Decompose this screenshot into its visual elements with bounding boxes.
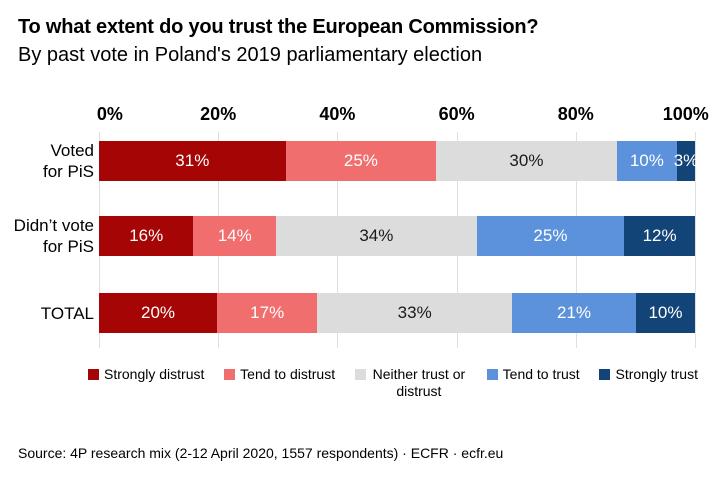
gridline [695, 132, 696, 348]
bar-segment: 31% [99, 141, 286, 181]
legend: Strongly distrust Tend to distrust Neither… [88, 366, 698, 400]
bar-value-label: 20% [140, 303, 176, 322]
bar-segment: 10% [616, 141, 677, 181]
row-label-line: TOTAL [40, 304, 94, 323]
x-axis-tick: 40% [319, 104, 356, 124]
x-axis-tick: 0% [96, 104, 123, 124]
row-label-line: Didn’t vote [13, 216, 94, 235]
bar-segment: 34% [276, 216, 477, 256]
bar-segment: 25% [285, 141, 437, 181]
row-label: Voted for PiS [0, 140, 94, 182]
bar-value-label: 34% [359, 226, 394, 245]
x-axis-tick: 100% [662, 104, 709, 124]
source-note: Source: 4P research mix (2-12 April 2020… [18, 445, 504, 461]
legend-swatch [354, 369, 366, 380]
legend-item: Strongly trust [599, 366, 698, 383]
bar-value-label: 25% [343, 151, 378, 170]
row-label-line: Voted [50, 141, 95, 160]
bar-value-label: 3% [673, 151, 699, 170]
bar-value-label: 17% [250, 303, 285, 322]
bar-segment: 20% [99, 293, 218, 333]
bar-segment: 12% [624, 216, 696, 256]
chart-title: To what extent do you trust the European… [18, 16, 539, 38]
legend-swatch [88, 369, 99, 380]
bar-segment: 30% [436, 141, 617, 181]
x-axis-tick: 80% [557, 104, 594, 124]
legend-label: Tend to distrust [240, 366, 336, 382]
legend-label: Strongly trust [615, 366, 698, 382]
legend-swatch [599, 369, 611, 380]
x-axis: 0% 20% 40% 60% 80% 100% [96, 104, 709, 130]
bar-segment: 10% [635, 293, 695, 333]
x-axis-tick: 20% [200, 104, 237, 124]
bar-row: 31% 25% 30% 10% 3% [99, 141, 698, 181]
x-axis-tick: 60% [438, 104, 475, 124]
bar-value-label: 10% [629, 151, 664, 170]
bar-value-label: 16% [129, 226, 164, 245]
bar-segment: 25% [476, 216, 625, 256]
row-label: TOTAL [0, 303, 94, 324]
bar-row: 20% 17% 33% 21% 10% [99, 293, 695, 333]
legend-item: Tend to trust [486, 366, 580, 383]
legend-label: Tend to trust [502, 366, 580, 382]
row-label-line: for PiS [42, 237, 94, 256]
legend-label: Strongly distrust [104, 366, 205, 382]
bar-value-label: 10% [648, 303, 683, 322]
bar-segment: 21% [512, 293, 636, 333]
bar-segment: 14% [193, 216, 277, 256]
legend-label: Neither trust or distrust [372, 366, 466, 399]
bar-row: 16% 14% 34% 25% 12% [99, 216, 696, 256]
bar-segment: 3% [674, 141, 698, 181]
plot-area: 31% 25% 30% 10% 3% 16% 14% 34% 25% 12% 20% 17% 33% 21… [99, 132, 698, 348]
bar-value-label: 30% [509, 151, 544, 170]
legend-swatch [486, 369, 498, 380]
bar-value-label: 33% [397, 303, 432, 322]
bar-segment: 33% [317, 293, 513, 333]
bar-value-label: 31% [175, 151, 210, 170]
row-label-line: for PiS [42, 162, 94, 181]
chart-subtitle: By past vote in Poland's 2019 parliament… [18, 44, 483, 66]
legend-item: Strongly distrust [88, 366, 204, 383]
legend-item: Neither trust or distrust [354, 366, 467, 400]
row-label: Didn’t vote for PiS [0, 215, 94, 257]
legend-swatch [224, 369, 236, 380]
bar-value-label: 14% [217, 226, 252, 245]
bar-value-label: 21% [557, 303, 592, 322]
bar-segment: 17% [217, 293, 318, 333]
legend-item: Tend to distrust [224, 366, 335, 383]
bar-value-label: 12% [642, 226, 677, 245]
bar-segment: 16% [99, 216, 194, 256]
bar-value-label: 25% [533, 226, 568, 245]
